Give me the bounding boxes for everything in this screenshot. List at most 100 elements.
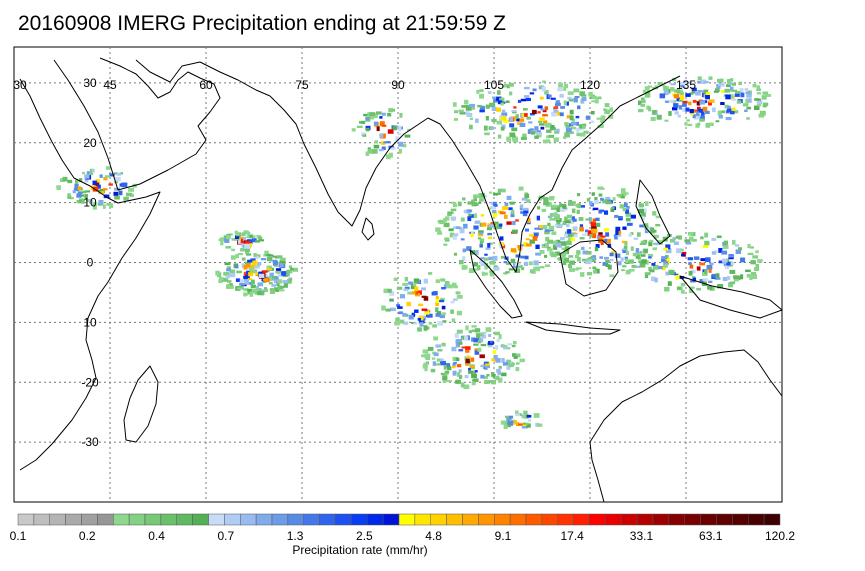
precip-cell [642, 89, 647, 93]
precip-cell [597, 234, 603, 240]
precip-cell [67, 193, 71, 196]
precip-cell [723, 240, 729, 245]
precip-cell [267, 276, 273, 282]
precip-cell [473, 378, 479, 382]
precip-cell [708, 99, 715, 103]
precip-cell [489, 242, 493, 245]
precip-cell [484, 380, 490, 385]
precip-cell [624, 241, 628, 246]
precip-cell [732, 239, 736, 245]
precip-cell [605, 238, 611, 244]
precip-cell [246, 235, 251, 239]
precip-cell [464, 99, 469, 105]
precip-cell [435, 295, 439, 301]
precip-cell [455, 342, 461, 348]
precip-cell [557, 257, 561, 260]
precip-cell [563, 206, 567, 209]
precip-cell [656, 114, 662, 120]
precip-cell [468, 370, 474, 374]
precip-cell [443, 243, 448, 246]
precip-cell [365, 127, 370, 132]
precip-cell [553, 109, 559, 113]
colorbar-swatch [208, 513, 225, 526]
precip-cell [240, 248, 247, 252]
precip-cell [639, 224, 645, 228]
precip-cell [95, 179, 100, 183]
precip-cell [670, 87, 675, 92]
precip-cell [452, 102, 457, 107]
precip-cell [520, 255, 525, 259]
precip-cell [681, 253, 685, 257]
colorbar-swatch [128, 513, 146, 526]
precip-cell [455, 226, 461, 230]
precip-cell [716, 83, 721, 89]
precip-cell [424, 309, 430, 315]
precip-cell [119, 190, 123, 196]
precip-cell [702, 244, 709, 248]
precip-cell [70, 197, 74, 200]
precip-cell [288, 265, 293, 269]
precip-cell [492, 255, 498, 261]
precip-cell [444, 237, 450, 241]
precip-cell [402, 283, 408, 286]
precip-cell [277, 286, 281, 290]
precip-cell [654, 242, 660, 246]
precip-cell [591, 95, 597, 100]
precip-cell [282, 280, 289, 284]
precip-cell [712, 107, 716, 113]
precip-cell [266, 256, 273, 262]
precip-cell [533, 413, 540, 418]
precip-cell [503, 83, 510, 88]
precip-cell [245, 251, 250, 255]
precip-cell [692, 114, 696, 119]
precip-cell [635, 248, 640, 253]
precip-cell [599, 237, 604, 242]
precip-cell [67, 195, 72, 199]
precip-cell [240, 238, 245, 244]
precip-cell [676, 286, 681, 290]
precip-cell [473, 213, 478, 219]
precip-cell [613, 234, 620, 237]
coastline-new-guinea [679, 275, 783, 319]
precip-cell [368, 148, 374, 154]
precip-cell [422, 349, 429, 354]
precip-cell [568, 201, 574, 206]
precip-cell [585, 115, 591, 120]
precip-cell [462, 256, 466, 261]
precip-cell [526, 243, 532, 247]
precip-cell [534, 233, 538, 238]
precip-cell [444, 370, 450, 374]
precip-cell [694, 109, 700, 113]
precip-cell [640, 254, 646, 257]
precip-cell [483, 194, 487, 198]
precip-cell [641, 99, 646, 104]
precip-cell [372, 149, 378, 154]
precip-cell [414, 286, 419, 292]
precip-cell [508, 82, 514, 87]
colorbar-tick-label: 0.1 [10, 529, 27, 543]
precip-cell [229, 269, 236, 274]
precip-cell [556, 220, 561, 225]
precip-cell [580, 94, 587, 97]
precip-cell [568, 268, 575, 272]
precip-cell [624, 202, 628, 208]
precip-cell [530, 131, 536, 135]
precip-cell [512, 137, 516, 141]
colorbar-swatch [684, 513, 701, 526]
precip-cell [705, 92, 711, 95]
precip-cell [577, 193, 581, 197]
precip-cell [554, 131, 560, 134]
precip-cell [496, 338, 500, 343]
precip-cell [523, 208, 529, 214]
precip-cell [226, 235, 231, 240]
precip-cell [491, 118, 497, 123]
precip-cell [421, 354, 425, 358]
precip-cell [680, 248, 684, 251]
precip-cell [456, 364, 462, 368]
precip-cell [541, 208, 547, 212]
precip-cell [596, 222, 601, 227]
precip-cell [250, 280, 255, 285]
precip-cell [695, 91, 701, 96]
precip-cell [708, 76, 713, 80]
precip-cell [551, 213, 557, 217]
